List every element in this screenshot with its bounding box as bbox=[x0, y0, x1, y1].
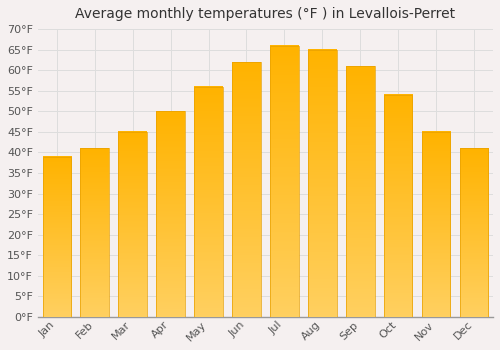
Bar bbox=[194, 86, 223, 317]
Bar bbox=[346, 66, 374, 317]
Bar bbox=[232, 62, 260, 317]
Bar bbox=[384, 95, 412, 317]
Bar bbox=[270, 46, 298, 317]
Bar bbox=[422, 132, 450, 317]
Bar bbox=[308, 50, 336, 317]
Bar bbox=[118, 132, 147, 317]
Title: Average monthly temperatures (°F ) in Levallois-Perret: Average monthly temperatures (°F ) in Le… bbox=[76, 7, 456, 21]
Bar bbox=[156, 111, 185, 317]
Bar bbox=[42, 156, 71, 317]
Bar bbox=[80, 148, 109, 317]
Bar bbox=[460, 148, 488, 317]
